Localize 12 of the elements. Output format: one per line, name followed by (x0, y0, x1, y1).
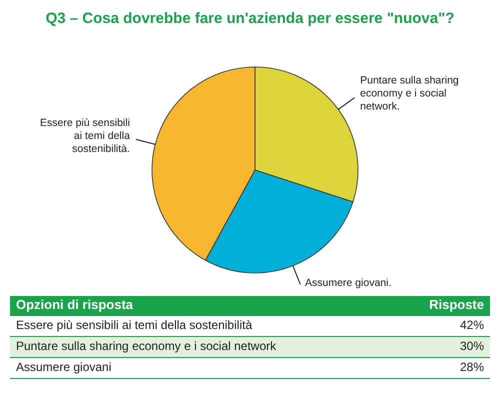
text: Opzioni di risposta (16, 297, 134, 314)
slice-label: Puntare sulla sharing economy e i social network. (360, 74, 459, 113)
chart-title: Q3 – Cosa dovrebbe fare un'azienda per essere "nuova"? (44, 9, 456, 29)
slice-label: Assumere giovani. (305, 277, 392, 290)
text: Essere più sensibili ai temi della sostenibilità (16, 318, 252, 334)
text: Assumere giovani (16, 360, 112, 376)
text: 42% (460, 318, 484, 334)
text: Puntare sulla sharing economy e i social network (16, 339, 276, 355)
text: Risposte (429, 297, 484, 314)
text: 30% (460, 339, 484, 355)
slice-label: Essere più sensibili ai temi della sostenibilità. (40, 116, 130, 155)
text: 28% (460, 360, 484, 376)
